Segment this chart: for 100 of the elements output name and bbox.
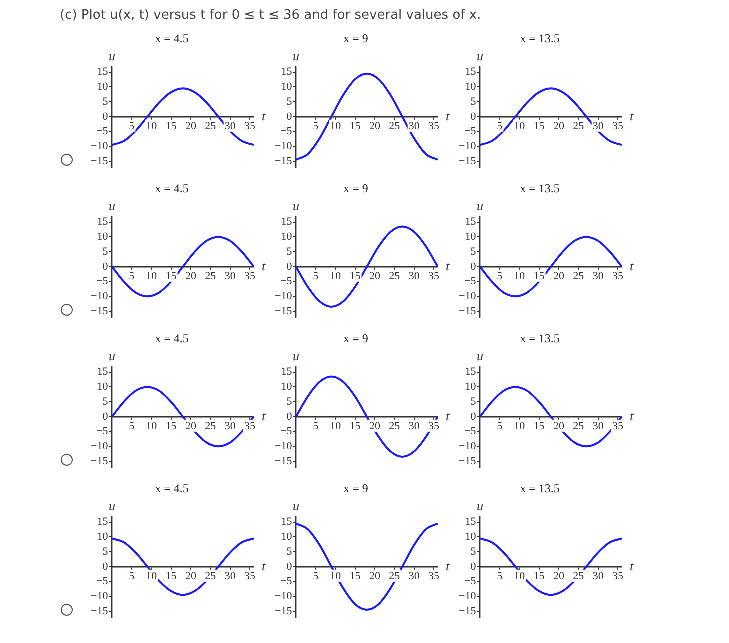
x-axis-title: t [630,108,634,124]
y-tick-label: 10 [97,231,109,244]
y-axis-title: u [108,48,116,64]
x-tick-label: 15 [534,120,546,132]
y-axis-title: u [108,198,116,214]
x-tick-label: 10 [330,120,342,132]
x-tick-label: 30 [592,570,604,582]
x-tick-label: 5 [129,270,136,282]
x-tick-label: 5 [313,120,320,132]
chart-title: x = 13.5 [520,331,560,346]
x-tick-label: 35 [428,420,440,432]
x-tick-label: 30 [224,270,236,282]
x-tick-label: 30 [408,420,420,432]
y-tick-label: 0 [470,260,477,273]
y-tick-label: 0 [102,110,109,123]
y-tick-label: −5 [96,426,109,438]
y-tick-label: 15 [97,216,109,228]
y-tick-label: −15 [274,455,293,468]
x-tick-label: 25 [205,120,217,132]
y-tick-label: 5 [470,396,477,408]
x-tick-label: 35 [428,120,440,132]
y-axis-title: u [292,348,300,364]
y-tick-label: 5 [286,246,293,258]
y-tick-label: 10 [97,81,109,94]
x-tick-label: 35 [244,120,256,132]
x-tick-label: 35 [612,270,624,282]
text: (c) Plot u(x, t) versus t for 0 ≤ t ≤ 36 and for several values of x. [59,8,482,25]
x-axis-title: t [262,408,266,424]
x-axis-title: t [630,258,634,274]
x-tick-label: 15 [166,570,178,582]
y-tick-label: −5 [96,126,109,138]
x-tick-label: 15 [534,570,546,582]
y-tick-label: 5 [286,546,293,558]
y-tick-label: −10 [458,590,477,602]
line-series [480,538,622,596]
y-tick-label: −15 [458,305,477,318]
x-tick-label: 15 [350,270,362,282]
x-tick-label: 5 [129,120,136,132]
y-tick-label: 5 [470,96,477,108]
y-tick-label: −5 [464,126,477,138]
x-tick-label: 10 [146,120,158,132]
x-tick-label: 15 [166,120,178,132]
x-tick-label: 30 [224,420,236,432]
x-tick-label: 25 [389,420,401,432]
line-series [112,386,254,448]
y-tick-label: −15 [458,605,477,618]
line-series [112,236,254,298]
x-tick-label: 35 [244,570,256,582]
x-tick-label: 25 [205,570,217,582]
y-tick-label: −10 [274,290,293,302]
line-series [296,522,438,611]
y-tick-label: 15 [465,216,477,228]
y-tick-label: 15 [97,366,109,378]
y-tick-label: 5 [102,96,109,108]
x-tick-label: 30 [408,270,420,282]
y-tick-label: −5 [96,576,109,588]
x-tick-label: 30 [592,420,604,432]
y-tick-label: 15 [465,516,477,528]
x-tick-label: 5 [313,270,320,282]
y-tick-label: 0 [286,560,293,573]
x-tick-label: 30 [592,120,604,132]
x-tick-label: 35 [428,570,440,582]
y-tick-label: 10 [465,81,477,94]
y-axis-title: u [292,48,300,64]
y-tick-label: 5 [286,396,293,408]
y-tick-label: 15 [97,66,109,78]
x-axis-title: t [446,558,450,574]
chart-title: x = 4.5 [155,31,189,46]
x-axis-title: t [630,558,634,574]
x-tick-label: 25 [389,270,401,282]
x-tick-label: 5 [313,570,320,582]
y-tick-label: 15 [465,66,477,78]
y-tick-label: −15 [274,605,293,618]
y-axis-title: u [476,48,484,64]
y-tick-label: 15 [281,366,293,378]
x-tick-label: 20 [369,570,381,582]
x-tick-label: 25 [389,120,401,132]
chart-title: x = 4.5 [155,331,189,346]
y-tick-label: 0 [286,260,293,273]
line-series [480,386,622,448]
y-tick-label: −15 [90,605,109,618]
x-tick-label: 20 [553,570,565,582]
x-tick-label: 15 [166,270,178,282]
y-tick-label: −5 [464,576,477,588]
y-tick-label: −15 [274,305,293,318]
chart-title: x = 9 [344,481,368,496]
y-tick-label: −5 [280,276,293,288]
x-axis-title: t [262,558,266,574]
y-tick-label: −10 [90,440,109,452]
x-tick-label: 20 [369,120,381,132]
y-axis-title: u [108,498,116,514]
x-axis-title: t [262,258,266,274]
x-tick-label: 10 [514,420,526,432]
x-tick-label: 5 [497,420,504,432]
x-tick-label: 5 [313,420,320,432]
x-tick-label: 10 [514,270,526,282]
line-series [480,88,622,146]
line-series [480,236,622,298]
chart-title: x = 4.5 [155,181,189,196]
y-tick-label: −5 [280,126,293,138]
